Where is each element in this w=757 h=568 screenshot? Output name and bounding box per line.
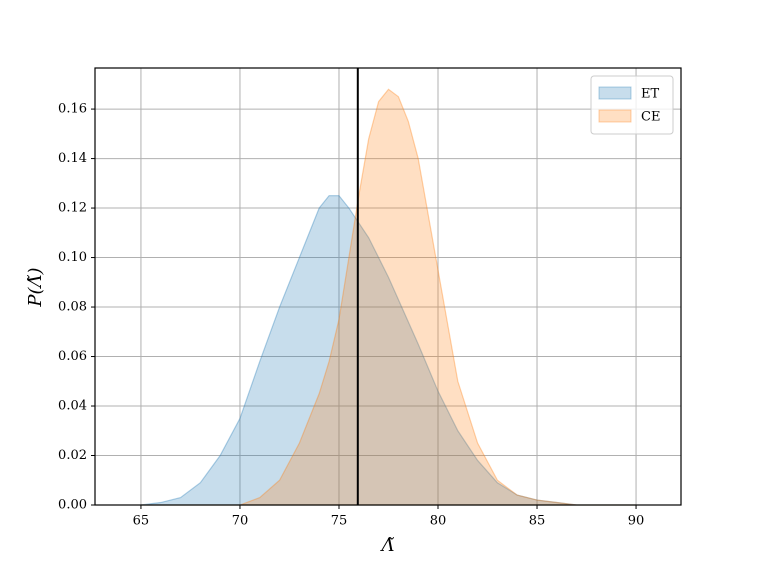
y-tick-label: 0.12 (58, 201, 87, 216)
legend-label: ET (641, 87, 659, 102)
y-tick-label: 0.06 (58, 349, 87, 364)
x-tick-label: 85 (529, 514, 546, 529)
x-tick-label: 75 (331, 514, 348, 529)
legend-box (590, 75, 674, 135)
y-tick-label: 0.16 (58, 102, 87, 117)
y-axis-label: P(Λ̃) (25, 267, 46, 307)
x-tick-label: 65 (133, 514, 150, 529)
y-tick-label: 0.08 (58, 300, 87, 315)
y-tick-label: 0.04 (58, 399, 87, 414)
legend-label: CE (641, 110, 660, 125)
y-tick-label: 0.10 (58, 250, 87, 265)
x-axis-label: Λ̃ (380, 535, 395, 556)
density-area (140, 195, 637, 506)
x-tick-label: 90 (628, 514, 645, 529)
y-tick-label: 0.00 (58, 498, 87, 513)
x-tick-label: 80 (430, 514, 447, 529)
legend-swatch (598, 86, 632, 100)
y-tick-label: 0.14 (58, 151, 87, 166)
plot-frame (94, 67, 682, 506)
legend: ET CE (590, 75, 674, 135)
density-area (140, 88, 637, 506)
y-tick-label: 0.02 (58, 448, 87, 463)
legend-swatch (598, 109, 632, 123)
x-tick-label: 70 (232, 514, 249, 529)
